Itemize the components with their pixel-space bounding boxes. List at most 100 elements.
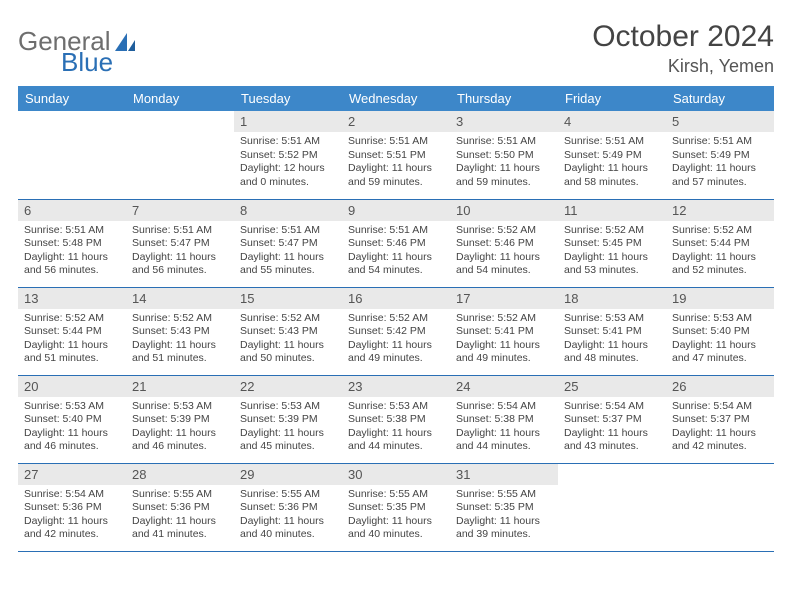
calendar-day-cell bbox=[558, 463, 666, 551]
day-details: Sunrise: 5:51 AMSunset: 5:49 PMDaylight:… bbox=[666, 132, 774, 194]
day-number: 5 bbox=[666, 111, 774, 132]
calendar-day-cell: 9Sunrise: 5:51 AMSunset: 5:46 PMDaylight… bbox=[342, 199, 450, 287]
day-number: 30 bbox=[342, 464, 450, 485]
day-number: 25 bbox=[558, 376, 666, 397]
day-number: 26 bbox=[666, 376, 774, 397]
calendar-day-cell: 4Sunrise: 5:51 AMSunset: 5:49 PMDaylight… bbox=[558, 111, 666, 199]
day-number: 22 bbox=[234, 376, 342, 397]
calendar-day-cell: 31Sunrise: 5:55 AMSunset: 5:35 PMDayligh… bbox=[450, 463, 558, 551]
day-details: Sunrise: 5:52 AMSunset: 5:46 PMDaylight:… bbox=[450, 221, 558, 283]
day-details: Sunrise: 5:51 AMSunset: 5:47 PMDaylight:… bbox=[126, 221, 234, 283]
day-number: 13 bbox=[18, 288, 126, 309]
calendar-day-cell: 25Sunrise: 5:54 AMSunset: 5:37 PMDayligh… bbox=[558, 375, 666, 463]
calendar-day-cell: 29Sunrise: 5:55 AMSunset: 5:36 PMDayligh… bbox=[234, 463, 342, 551]
calendar-day-cell: 26Sunrise: 5:54 AMSunset: 5:37 PMDayligh… bbox=[666, 375, 774, 463]
day-number: 24 bbox=[450, 376, 558, 397]
day-details: Sunrise: 5:53 AMSunset: 5:38 PMDaylight:… bbox=[342, 397, 450, 459]
calendar-day-cell: 30Sunrise: 5:55 AMSunset: 5:35 PMDayligh… bbox=[342, 463, 450, 551]
day-number: 3 bbox=[450, 111, 558, 132]
calendar-day-cell: 28Sunrise: 5:55 AMSunset: 5:36 PMDayligh… bbox=[126, 463, 234, 551]
day-details: Sunrise: 5:53 AMSunset: 5:41 PMDaylight:… bbox=[558, 309, 666, 371]
calendar-day-cell: 13Sunrise: 5:52 AMSunset: 5:44 PMDayligh… bbox=[18, 287, 126, 375]
day-number: 6 bbox=[18, 200, 126, 221]
day-number: 14 bbox=[126, 288, 234, 309]
day-details: Sunrise: 5:55 AMSunset: 5:35 PMDaylight:… bbox=[450, 485, 558, 547]
calendar-day-cell: 2Sunrise: 5:51 AMSunset: 5:51 PMDaylight… bbox=[342, 111, 450, 199]
calendar-day-cell: 1Sunrise: 5:51 AMSunset: 5:52 PMDaylight… bbox=[234, 111, 342, 199]
day-details: Sunrise: 5:55 AMSunset: 5:36 PMDaylight:… bbox=[234, 485, 342, 547]
day-number: 17 bbox=[450, 288, 558, 309]
day-details: Sunrise: 5:54 AMSunset: 5:37 PMDaylight:… bbox=[666, 397, 774, 459]
day-details: Sunrise: 5:53 AMSunset: 5:40 PMDaylight:… bbox=[666, 309, 774, 371]
weekday-header: Tuesday bbox=[234, 86, 342, 111]
day-details: Sunrise: 5:53 AMSunset: 5:40 PMDaylight:… bbox=[18, 397, 126, 459]
calendar-day-cell: 5Sunrise: 5:51 AMSunset: 5:49 PMDaylight… bbox=[666, 111, 774, 199]
calendar-day-cell: 20Sunrise: 5:53 AMSunset: 5:40 PMDayligh… bbox=[18, 375, 126, 463]
calendar-day-cell: 16Sunrise: 5:52 AMSunset: 5:42 PMDayligh… bbox=[342, 287, 450, 375]
calendar-day-cell: 17Sunrise: 5:52 AMSunset: 5:41 PMDayligh… bbox=[450, 287, 558, 375]
calendar-day-cell: 18Sunrise: 5:53 AMSunset: 5:41 PMDayligh… bbox=[558, 287, 666, 375]
day-number: 19 bbox=[666, 288, 774, 309]
day-number: 27 bbox=[18, 464, 126, 485]
day-number: 21 bbox=[126, 376, 234, 397]
day-number: 31 bbox=[450, 464, 558, 485]
day-details: Sunrise: 5:51 AMSunset: 5:50 PMDaylight:… bbox=[450, 132, 558, 194]
day-number: 18 bbox=[558, 288, 666, 309]
day-number: 11 bbox=[558, 200, 666, 221]
calendar-day-cell: 10Sunrise: 5:52 AMSunset: 5:46 PMDayligh… bbox=[450, 199, 558, 287]
weekday-header: Saturday bbox=[666, 86, 774, 111]
weekday-header-row: SundayMondayTuesdayWednesdayThursdayFrid… bbox=[18, 86, 774, 111]
day-number: 7 bbox=[126, 200, 234, 221]
calendar-day-cell: 27Sunrise: 5:54 AMSunset: 5:36 PMDayligh… bbox=[18, 463, 126, 551]
day-number: 16 bbox=[342, 288, 450, 309]
calendar-body: 1Sunrise: 5:51 AMSunset: 5:52 PMDaylight… bbox=[18, 111, 774, 551]
day-details: Sunrise: 5:55 AMSunset: 5:36 PMDaylight:… bbox=[126, 485, 234, 547]
calendar-day-cell: 12Sunrise: 5:52 AMSunset: 5:44 PMDayligh… bbox=[666, 199, 774, 287]
day-details: Sunrise: 5:52 AMSunset: 5:44 PMDaylight:… bbox=[18, 309, 126, 371]
calendar-table: SundayMondayTuesdayWednesdayThursdayFrid… bbox=[18, 86, 774, 552]
day-number: 8 bbox=[234, 200, 342, 221]
day-number: 4 bbox=[558, 111, 666, 132]
calendar-day-cell: 23Sunrise: 5:53 AMSunset: 5:38 PMDayligh… bbox=[342, 375, 450, 463]
day-number: 15 bbox=[234, 288, 342, 309]
logo-text-2: Blue bbox=[61, 47, 113, 77]
day-details: Sunrise: 5:52 AMSunset: 5:41 PMDaylight:… bbox=[450, 309, 558, 371]
day-details: Sunrise: 5:51 AMSunset: 5:46 PMDaylight:… bbox=[342, 221, 450, 283]
day-details: Sunrise: 5:52 AMSunset: 5:42 PMDaylight:… bbox=[342, 309, 450, 371]
calendar-day-cell: 22Sunrise: 5:53 AMSunset: 5:39 PMDayligh… bbox=[234, 375, 342, 463]
weekday-header: Thursday bbox=[450, 86, 558, 111]
calendar-week-row: 6Sunrise: 5:51 AMSunset: 5:48 PMDaylight… bbox=[18, 199, 774, 287]
day-details: Sunrise: 5:51 AMSunset: 5:47 PMDaylight:… bbox=[234, 221, 342, 283]
day-details: Sunrise: 5:53 AMSunset: 5:39 PMDaylight:… bbox=[234, 397, 342, 459]
day-number: 9 bbox=[342, 200, 450, 221]
day-details: Sunrise: 5:52 AMSunset: 5:44 PMDaylight:… bbox=[666, 221, 774, 283]
day-details: Sunrise: 5:51 AMSunset: 5:49 PMDaylight:… bbox=[558, 132, 666, 194]
weekday-header: Sunday bbox=[18, 86, 126, 111]
day-details: Sunrise: 5:53 AMSunset: 5:39 PMDaylight:… bbox=[126, 397, 234, 459]
calendar-day-cell: 19Sunrise: 5:53 AMSunset: 5:40 PMDayligh… bbox=[666, 287, 774, 375]
weekday-header: Wednesday bbox=[342, 86, 450, 111]
calendar-day-cell: 3Sunrise: 5:51 AMSunset: 5:50 PMDaylight… bbox=[450, 111, 558, 199]
day-details: Sunrise: 5:51 AMSunset: 5:51 PMDaylight:… bbox=[342, 132, 450, 194]
calendar-day-cell bbox=[18, 111, 126, 199]
day-number: 12 bbox=[666, 200, 774, 221]
calendar-day-cell bbox=[666, 463, 774, 551]
weekday-header: Friday bbox=[558, 86, 666, 111]
calendar-day-cell: 24Sunrise: 5:54 AMSunset: 5:38 PMDayligh… bbox=[450, 375, 558, 463]
calendar-day-cell: 7Sunrise: 5:51 AMSunset: 5:47 PMDaylight… bbox=[126, 199, 234, 287]
calendar-day-cell: 21Sunrise: 5:53 AMSunset: 5:39 PMDayligh… bbox=[126, 375, 234, 463]
calendar-day-cell: 15Sunrise: 5:52 AMSunset: 5:43 PMDayligh… bbox=[234, 287, 342, 375]
day-details: Sunrise: 5:52 AMSunset: 5:43 PMDaylight:… bbox=[126, 309, 234, 371]
day-details: Sunrise: 5:52 AMSunset: 5:43 PMDaylight:… bbox=[234, 309, 342, 371]
calendar-week-row: 27Sunrise: 5:54 AMSunset: 5:36 PMDayligh… bbox=[18, 463, 774, 551]
day-details: Sunrise: 5:54 AMSunset: 5:37 PMDaylight:… bbox=[558, 397, 666, 459]
calendar-day-cell: 11Sunrise: 5:52 AMSunset: 5:45 PMDayligh… bbox=[558, 199, 666, 287]
weekday-header: Monday bbox=[126, 86, 234, 111]
day-number: 23 bbox=[342, 376, 450, 397]
calendar-week-row: 1Sunrise: 5:51 AMSunset: 5:52 PMDaylight… bbox=[18, 111, 774, 199]
day-details: Sunrise: 5:51 AMSunset: 5:52 PMDaylight:… bbox=[234, 132, 342, 194]
day-details: Sunrise: 5:51 AMSunset: 5:48 PMDaylight:… bbox=[18, 221, 126, 283]
calendar-day-cell: 14Sunrise: 5:52 AMSunset: 5:43 PMDayligh… bbox=[126, 287, 234, 375]
calendar-day-cell bbox=[126, 111, 234, 199]
calendar-week-row: 13Sunrise: 5:52 AMSunset: 5:44 PMDayligh… bbox=[18, 287, 774, 375]
